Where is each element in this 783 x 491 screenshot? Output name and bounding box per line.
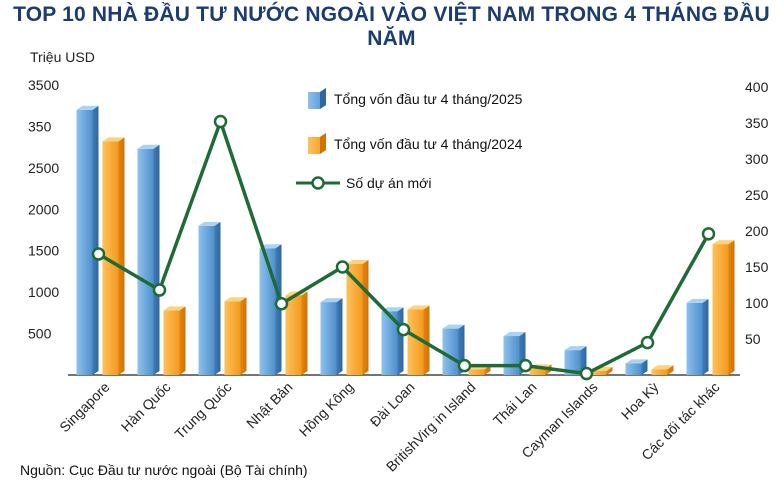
legend: Tổng vốn đầu tư 4 tháng/2025 Tổng vốn đầ… [296, 88, 523, 191]
legend-label-new-projects: Số dự án mới [346, 175, 431, 191]
bar-2024 [224, 297, 247, 375]
right-tick-label: 200 [745, 223, 769, 239]
bar-2024 [712, 240, 735, 375]
left-tick-label: 350 [28, 118, 52, 134]
left-tick-label: 1500 [28, 243, 59, 259]
legend-label-2025: Tổng vốn đầu tư 4 tháng/2025 [334, 91, 523, 107]
new-projects-line [91, 114, 716, 381]
category-label: Singapore [56, 379, 113, 436]
category-label: Đài Loan [367, 379, 418, 430]
new-projects-point [518, 358, 533, 373]
bar-2025 [320, 298, 343, 375]
bar-2025 [76, 105, 99, 375]
bar-2025 [625, 359, 648, 375]
new-projects-point [91, 247, 106, 261]
bar-2025 [686, 298, 709, 375]
category-label: Hàn Quốc [118, 379, 174, 435]
new-projects-point [579, 366, 594, 381]
new-projects-point [152, 283, 167, 297]
left-tick-label: 2000 [28, 201, 59, 217]
new-projects-point [701, 227, 716, 241]
new-projects-point [396, 322, 411, 337]
left-tick-label: 1000 [28, 284, 59, 300]
category-label: Hoa Kỳ [618, 379, 662, 423]
right-tick-label: 250 [745, 187, 769, 203]
right-axis-ticks: 50 100 150 200 250 300 350 400 [745, 79, 769, 347]
right-tick-label: 400 [745, 79, 769, 95]
bar-2024 [285, 291, 308, 375]
source-note: Nguồn: Cục Đầu tư nước ngoài (Bộ Tài chí… [20, 462, 308, 478]
chart-title: TOP 10 NHÀ ĐẦU TƯ NƯỚC NGOÀI VÀO VIỆT NA… [13, 3, 770, 50]
y-axis-label: Triệu USD [30, 49, 95, 65]
legend-item-new-projects: Số dự án mới [296, 175, 431, 191]
category-label: Nhật Bản [243, 379, 296, 432]
new-projects-point [213, 114, 228, 129]
category-label: Thái Lan [490, 379, 540, 429]
left-axis-ticks: 500 1000 1500 2000 2500 350 3500 [28, 77, 59, 342]
bar-2024 [651, 365, 674, 375]
legend-label-2024: Tổng vốn đầu tư 4 tháng/2024 [334, 136, 523, 152]
right-tick-label: 100 [745, 295, 769, 311]
category-label: Trung Quốc [171, 379, 234, 442]
bar-2024 [102, 137, 125, 375]
bar-2025 [137, 144, 160, 375]
right-tick-label: 350 [745, 115, 769, 131]
bar-2025 [198, 221, 221, 375]
bar-2025 [259, 244, 282, 375]
new-projects-point [640, 335, 655, 350]
bar-2024 [407, 305, 430, 375]
category-label: Hồng Kông [296, 379, 357, 440]
right-tick-label: 150 [745, 259, 769, 275]
left-tick-label: 2500 [28, 160, 59, 176]
right-tick-label: 50 [745, 331, 761, 347]
bar-2024 [346, 259, 369, 375]
new-projects-point [457, 358, 472, 373]
right-tick-label: 300 [745, 151, 769, 167]
bars [76, 105, 735, 375]
bar-2025 [442, 324, 465, 375]
new-projects-point [274, 296, 289, 311]
legend-item-2025: Tổng vốn đầu tư 4 tháng/2025 [308, 88, 523, 109]
left-tick-label: 500 [28, 326, 52, 342]
left-tick-label: 3500 [28, 77, 59, 93]
legend-item-2024: Tổng vốn đầu tư 4 tháng/2024 [308, 133, 523, 154]
bar-2024 [163, 306, 186, 375]
new-projects-point [335, 260, 350, 274]
